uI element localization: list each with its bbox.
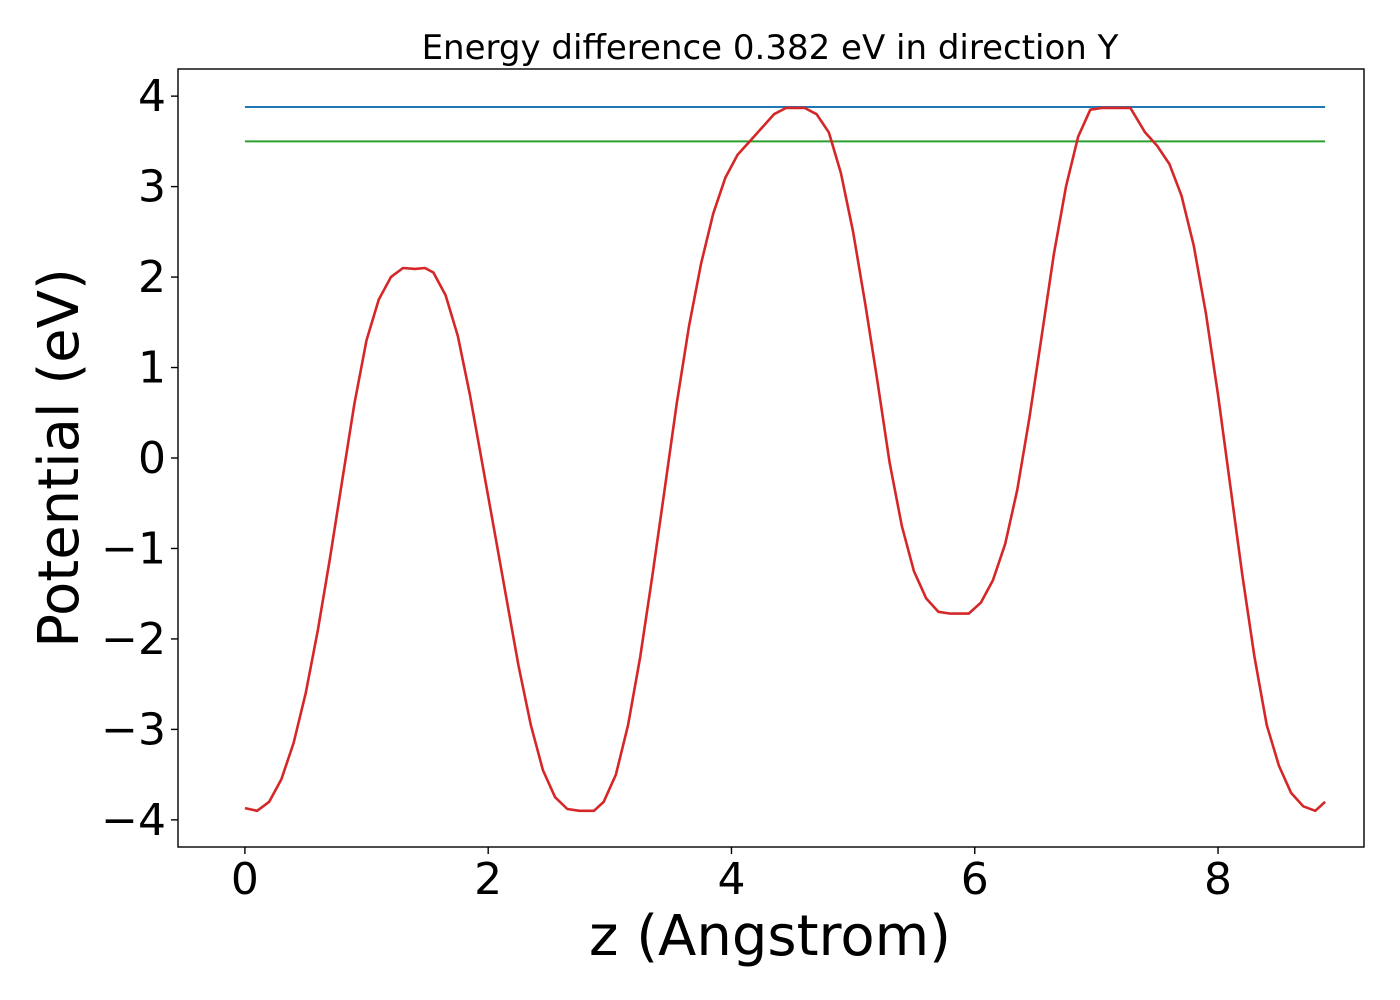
y-axis-ticks: −4 −3 −2 −1 0 1 2 3 4 <box>101 71 178 846</box>
y-tick-label: 4 <box>138 71 166 122</box>
chart-title: Energy difference 0.382 eV in direction … <box>422 28 1119 68</box>
y-tick-label: 0 <box>138 433 166 484</box>
x-tick-label: 0 <box>231 854 259 905</box>
x-tick-label: 4 <box>717 854 745 905</box>
y-tick-label: −3 <box>101 704 166 755</box>
y-tick-label: −4 <box>101 795 166 846</box>
y-tick-label: 3 <box>138 162 166 213</box>
x-axis-title: z (Angstrom) <box>589 904 951 969</box>
y-tick-label: −1 <box>101 523 166 574</box>
y-tick-label: −2 <box>101 614 166 665</box>
x-tick-label: 8 <box>1204 854 1232 905</box>
x-tick-label: 2 <box>474 854 502 905</box>
x-tick-label: 6 <box>961 854 989 905</box>
y-axis-title: Potential (eV) <box>27 268 92 648</box>
series-line-0 <box>244 106 1326 813</box>
y-tick-label: 2 <box>138 252 166 303</box>
y-tick-label: 1 <box>138 343 166 394</box>
x-axis-ticks: 0 2 4 6 8 <box>231 847 1232 905</box>
plot-frame <box>177 68 1365 848</box>
series-layer <box>244 106 1326 813</box>
